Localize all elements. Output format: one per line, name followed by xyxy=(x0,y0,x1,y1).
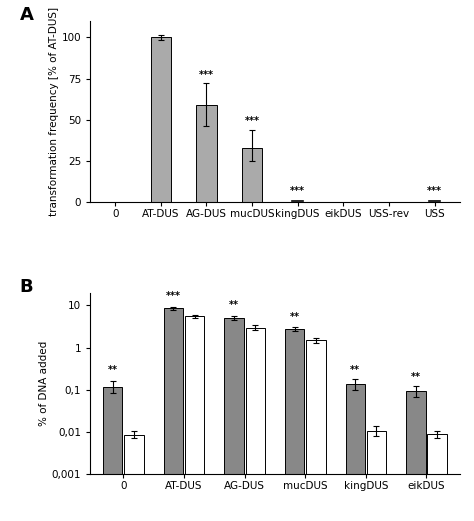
Text: ***: *** xyxy=(290,187,305,196)
Text: B: B xyxy=(20,278,34,296)
Text: **: ** xyxy=(108,365,118,375)
Y-axis label: % of DNA added: % of DNA added xyxy=(39,341,49,426)
Text: **: ** xyxy=(229,300,239,310)
Bar xyxy=(306,340,326,521)
Text: ***: *** xyxy=(199,70,214,80)
Text: **: ** xyxy=(350,365,360,375)
Text: ***: *** xyxy=(166,291,181,302)
Text: A: A xyxy=(20,6,34,24)
Bar xyxy=(196,105,217,202)
Bar xyxy=(185,316,204,521)
Bar xyxy=(367,431,386,521)
Bar xyxy=(151,38,171,202)
Bar xyxy=(346,384,365,521)
Y-axis label: transformation frequency [% of AT-DUS]: transformation frequency [% of AT-DUS] xyxy=(49,7,59,216)
Bar xyxy=(224,318,244,521)
Bar xyxy=(124,435,144,521)
Bar xyxy=(164,308,183,521)
Text: **: ** xyxy=(411,372,421,382)
Text: ***: *** xyxy=(245,116,260,126)
Bar xyxy=(242,148,263,202)
Bar xyxy=(428,435,447,521)
Text: **: ** xyxy=(290,312,300,322)
Bar xyxy=(285,329,304,521)
Bar xyxy=(246,328,265,521)
Bar xyxy=(406,391,426,521)
Bar xyxy=(103,387,122,521)
Text: ***: *** xyxy=(427,187,442,196)
